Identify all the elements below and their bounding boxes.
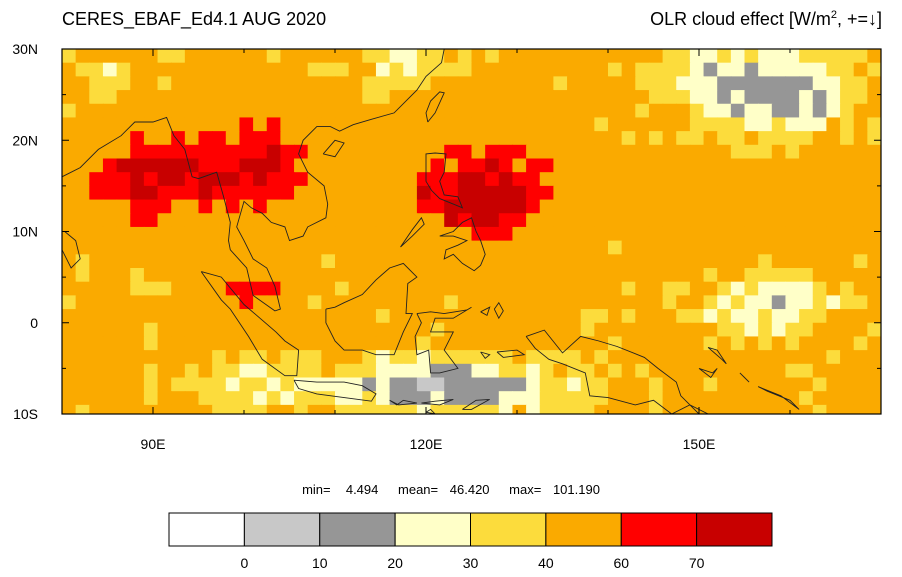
coastline-segment <box>421 398 454 406</box>
coastline-segment <box>425 152 464 209</box>
coastline-segment <box>293 379 377 402</box>
coastline-segment <box>389 399 417 406</box>
colorbar-label: 0 <box>240 555 248 571</box>
stat-min-value: 4.494 <box>345 482 379 497</box>
map-title: CERES_EBAF_Ed4.1 AUG 2020 <box>62 9 327 29</box>
field-statistics: min= 4.494 mean= 46.420 max= 101.190 <box>0 482 902 497</box>
colorbar-label: 70 <box>689 555 705 571</box>
lat-tick-label: 30N <box>12 41 38 57</box>
colorbar-swatch <box>470 512 547 547</box>
stat-max-value: 101.190 <box>552 482 600 497</box>
colorbar-label: 30 <box>463 555 479 571</box>
lat-tick-label: 20N <box>12 132 38 148</box>
variable-title-text: OLR cloud effect [W/m <box>650 9 831 29</box>
coastline-segment <box>325 262 418 356</box>
variable-title-suffix: , +=↓] <box>836 9 882 29</box>
colorbar-swatch <box>243 512 321 547</box>
colorbar-swatch <box>545 512 622 547</box>
coastline-segment <box>414 306 472 374</box>
lon-tick-label: 120E <box>410 436 443 452</box>
colorbar-swatch <box>620 512 698 547</box>
stat-min: min= 4.494 <box>298 482 382 497</box>
cloud-effect-field <box>62 49 881 414</box>
stat-mean-label: mean= <box>398 482 439 497</box>
colorbar-swatch <box>319 512 396 547</box>
lat-tick-label: 10S <box>13 406 38 422</box>
coastline-segment <box>62 49 445 312</box>
stat-max: max= 101.190 <box>505 482 604 497</box>
variable-title: OLR cloud effect [W/m2, +=↓] <box>650 9 882 30</box>
colorbar-swatch <box>394 512 471 547</box>
coastline-segment <box>200 271 300 377</box>
stat-mean: mean= 46.420 <box>394 482 494 497</box>
coastline-segment <box>462 398 490 410</box>
lon-tick-label: 90E <box>141 436 166 452</box>
coastlines <box>62 49 800 414</box>
coastline-segment <box>757 386 800 410</box>
coastline-segment <box>480 306 491 317</box>
colorbar-label: 20 <box>387 555 403 571</box>
lat-tick-label: 10N <box>12 224 38 240</box>
colorbar-label: 40 <box>538 555 554 571</box>
axis-ticks: 30N 20N 10N 0 10S 90E 120E 150E <box>12 41 882 452</box>
coastline-segment <box>707 346 727 365</box>
colorbar-swatch <box>168 512 245 547</box>
coastline-segment <box>480 351 491 359</box>
coastline-segment <box>496 349 526 358</box>
coastline-segment <box>439 217 486 272</box>
colorbar-label: 60 <box>613 555 629 571</box>
stat-max-label: max= <box>509 482 542 497</box>
variable-title-superscript: 2 <box>830 9 837 21</box>
lat-tick-label: 0 <box>30 315 38 331</box>
coastline-segment <box>322 139 345 158</box>
coastline-segment <box>425 91 445 123</box>
colorbar-swatch <box>696 512 773 547</box>
lon-tick-label: 150E <box>683 436 716 452</box>
coastline-segment <box>698 367 718 379</box>
coastline-segment <box>493 301 504 320</box>
stat-min-label: min= <box>302 482 331 497</box>
coastline-segment <box>400 216 425 248</box>
coastline-segment <box>425 408 436 414</box>
coastline-segment <box>525 329 709 414</box>
stat-mean-value: 46.420 <box>449 482 490 497</box>
colorbar-label: 10 <box>312 555 328 571</box>
colorbar: 0 10 20 30 40 60 70 <box>168 512 773 571</box>
coastline-segment <box>739 372 750 383</box>
